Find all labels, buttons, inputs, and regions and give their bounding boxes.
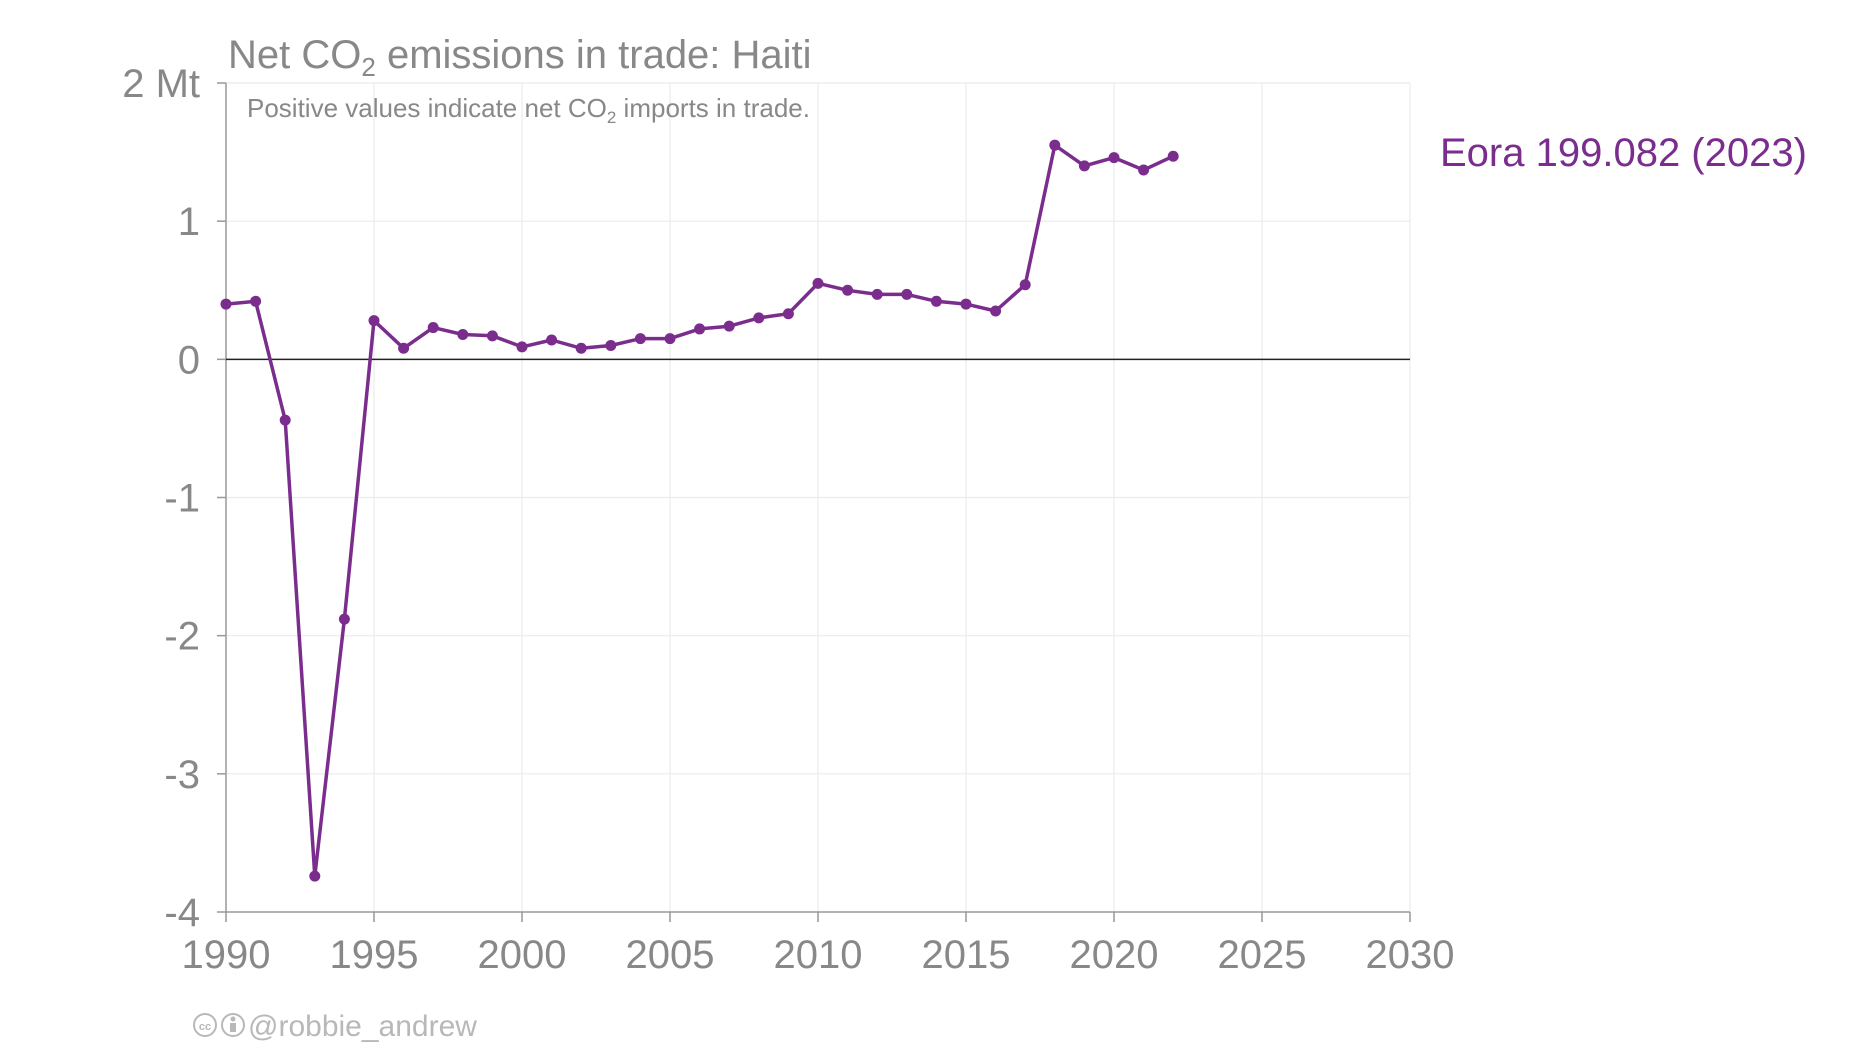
y-tick-label: 2 Mt	[122, 62, 200, 106]
data-point	[990, 305, 1002, 317]
data-point	[753, 312, 765, 324]
cc-icon: cc	[193, 1013, 217, 1037]
data-point	[960, 298, 972, 310]
data-point	[782, 308, 794, 320]
chart-subtitle-suffix: imports in trade.	[616, 93, 810, 123]
credit: cc @robbie_andrew	[193, 1010, 477, 1042]
data-point	[398, 342, 410, 354]
y-tick-label: 0	[178, 338, 200, 382]
y-tick-label: -2	[164, 615, 200, 659]
y-axis-ticks: 2 Mt 1 0 -1 -2 -3 -4	[122, 62, 200, 935]
x-tick-label: 1995	[330, 933, 419, 977]
x-tick-label: 2005	[626, 933, 715, 977]
x-tick-label: 2010	[774, 933, 863, 977]
data-point	[634, 333, 646, 345]
x-tick-label: 1990	[182, 933, 271, 977]
chart-title-subscript: 2	[361, 52, 375, 82]
x-tick-label: 2000	[478, 933, 567, 977]
x-axis-ticks: 1990 1995 2000 2005 2010 2015 2020 2025 2030	[182, 933, 1455, 977]
data-point	[842, 284, 854, 296]
data-point	[427, 322, 439, 334]
x-tick-label: 2025	[1218, 933, 1307, 977]
data-point	[1108, 152, 1120, 164]
data-point	[694, 323, 706, 335]
data-point	[1078, 160, 1090, 172]
x-tick-label: 2030	[1366, 933, 1455, 977]
data-point	[1167, 150, 1179, 162]
data-point	[516, 341, 528, 353]
series-layer	[220, 139, 1179, 882]
data-point	[664, 333, 676, 345]
data-point	[309, 870, 321, 882]
x-tick-label: 2020	[1070, 933, 1159, 977]
data-point	[930, 295, 942, 307]
svg-text:cc: cc	[199, 1021, 211, 1033]
series-label: Eora 199.082 (2023)	[1440, 131, 1807, 175]
data-point	[605, 340, 617, 352]
chart-subtitle: Positive values indicate net CO2 imports…	[247, 93, 810, 127]
chart-subtitle-prefix: Positive values indicate net CO	[247, 93, 607, 123]
y-tick-label: -1	[164, 477, 200, 521]
data-point	[575, 342, 587, 354]
chart-title-suffix: emissions in trade: Haiti	[376, 33, 812, 77]
data-point	[338, 613, 350, 625]
data-point	[901, 288, 913, 300]
data-point	[457, 328, 469, 340]
data-point	[220, 298, 232, 310]
data-point	[723, 320, 735, 332]
x-tick-label: 2015	[922, 933, 1011, 977]
data-point	[812, 277, 824, 289]
attribution-icon	[221, 1013, 245, 1037]
y-tick-label: -3	[164, 753, 200, 797]
y-tick-label: 1	[178, 200, 200, 244]
data-point	[1019, 279, 1031, 291]
data-point	[1049, 139, 1061, 151]
chart-title-prefix: Net CO	[228, 33, 361, 77]
data-point	[250, 295, 262, 307]
grid	[226, 82, 1411, 913]
data-point	[279, 414, 291, 426]
data-point	[871, 288, 883, 300]
chart-title: Net CO2 emissions in trade: Haiti	[228, 33, 812, 82]
chart-subtitle-subscript: 2	[607, 108, 616, 127]
data-point	[1138, 164, 1150, 176]
credit-handle: @robbie_andrew	[248, 1010, 477, 1042]
data-point	[486, 330, 498, 342]
data-point	[368, 315, 380, 327]
axes	[217, 82, 1411, 922]
y-tick-label: -4	[164, 891, 200, 935]
series-line	[225, 143, 1174, 878]
data-point	[546, 334, 558, 346]
